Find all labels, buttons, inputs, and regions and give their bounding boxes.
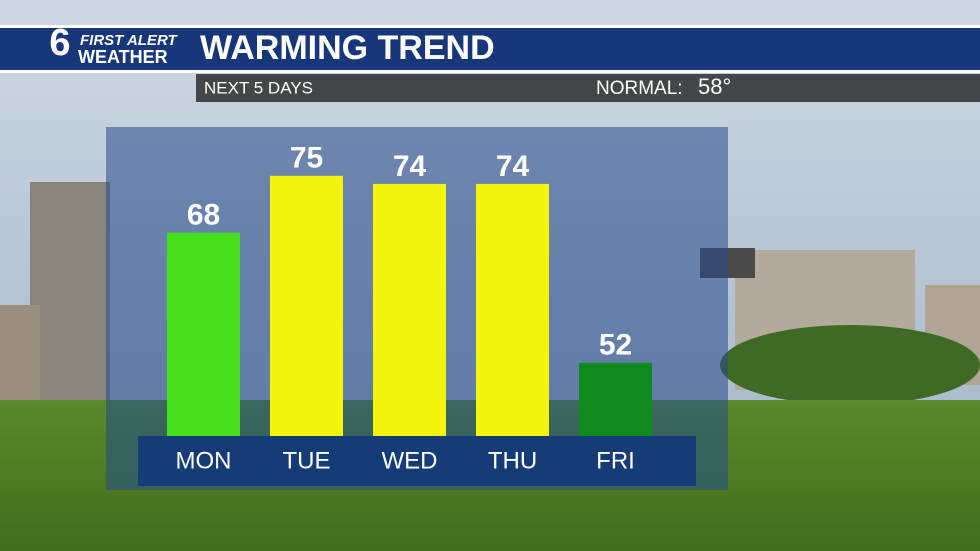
bar <box>579 362 652 436</box>
value-label: 74 <box>496 150 530 183</box>
bar <box>373 183 446 436</box>
bar <box>270 175 343 436</box>
x-tick-label: MON <box>176 447 232 474</box>
value-label: 68 <box>187 199 220 232</box>
bar <box>167 232 240 436</box>
day-strip <box>138 436 696 486</box>
value-label: 74 <box>393 150 427 183</box>
header-bar <box>0 28 980 70</box>
logo-line2: WEATHER <box>78 47 168 67</box>
bar <box>476 183 549 436</box>
x-tick-label: THU <box>488 447 537 474</box>
value-label: 75 <box>290 142 323 175</box>
chart-title: WARMING TREND <box>200 29 495 67</box>
x-tick-label: TUE <box>283 447 331 474</box>
chart-subtitle: NEXT 5 DAYS <box>204 78 313 97</box>
logo-line1: FIRST ALERT <box>80 32 179 49</box>
x-tick-label: WED <box>382 447 438 474</box>
logo-number: 6 <box>49 22 70 64</box>
x-tick-label: FRI <box>596 447 635 474</box>
subtitle-bar <box>196 74 980 102</box>
normal-value: 58° <box>698 74 731 99</box>
value-label: 52 <box>599 329 632 362</box>
normal-label: NORMAL: <box>596 78 683 99</box>
